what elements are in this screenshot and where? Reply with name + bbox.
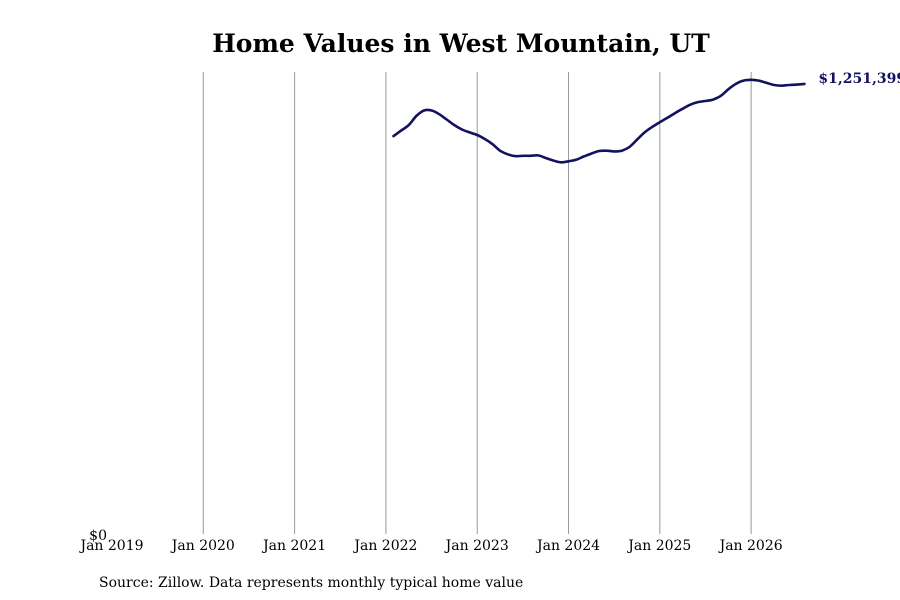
vertical-gridlines bbox=[202, 72, 752, 534]
y-tick-label: $0 bbox=[89, 528, 107, 544]
source-note: Source: Zillow. Data represents monthly … bbox=[99, 575, 523, 591]
series-lines bbox=[392, 78, 806, 164]
x-tick-label: Jan 2026 bbox=[718, 538, 783, 554]
last-value-label: $1,251,399 bbox=[818, 71, 900, 87]
x-tick-label: Jan 2023 bbox=[444, 538, 509, 554]
series-line bbox=[392, 78, 806, 164]
chart-title: Home Values in West Mountain, UT bbox=[212, 29, 710, 58]
y-axis-tick-labels: $0 bbox=[89, 528, 107, 544]
x-tick-label: Jan 2022 bbox=[352, 538, 417, 554]
x-tick-label: Jan 2024 bbox=[535, 538, 600, 554]
x-axis-tick-labels: Jan 2019 Jan 2020 Jan 2021 Jan 2022 Jan 2023… bbox=[78, 538, 782, 554]
x-tick-label: Jan 2020 bbox=[170, 538, 235, 554]
x-tick-label: Jan 2025 bbox=[626, 538, 691, 554]
x-tick-label: Jan 2021 bbox=[261, 538, 326, 554]
x-tick-label: Jan 2019 bbox=[78, 538, 143, 554]
